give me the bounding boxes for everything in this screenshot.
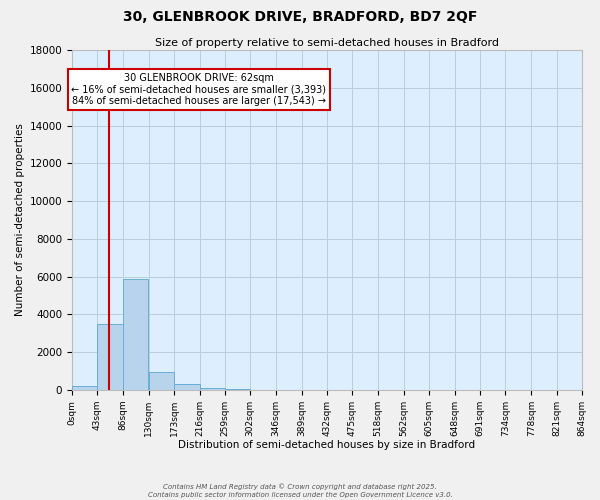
Text: 30, GLENBROOK DRIVE, BRADFORD, BD7 2QF: 30, GLENBROOK DRIVE, BRADFORD, BD7 2QF (123, 10, 477, 24)
Y-axis label: Number of semi-detached properties: Number of semi-detached properties (16, 124, 25, 316)
Text: Contains HM Land Registry data © Crown copyright and database right 2025.
Contai: Contains HM Land Registry data © Crown c… (148, 484, 452, 498)
Title: Size of property relative to semi-detached houses in Bradford: Size of property relative to semi-detach… (155, 38, 499, 48)
Bar (123, 278, 148, 390)
Text: 30 GLENBROOK DRIVE: 62sqm
← 16% of semi-detached houses are smaller (3,393)
84% : 30 GLENBROOK DRIVE: 62sqm ← 16% of semi-… (71, 72, 326, 106)
Bar (97, 324, 123, 390)
Bar (225, 389, 250, 390)
Bar (174, 384, 199, 390)
Bar (199, 388, 225, 390)
Bar (149, 372, 174, 390)
Bar (72, 386, 97, 390)
X-axis label: Distribution of semi-detached houses by size in Bradford: Distribution of semi-detached houses by … (178, 440, 476, 450)
